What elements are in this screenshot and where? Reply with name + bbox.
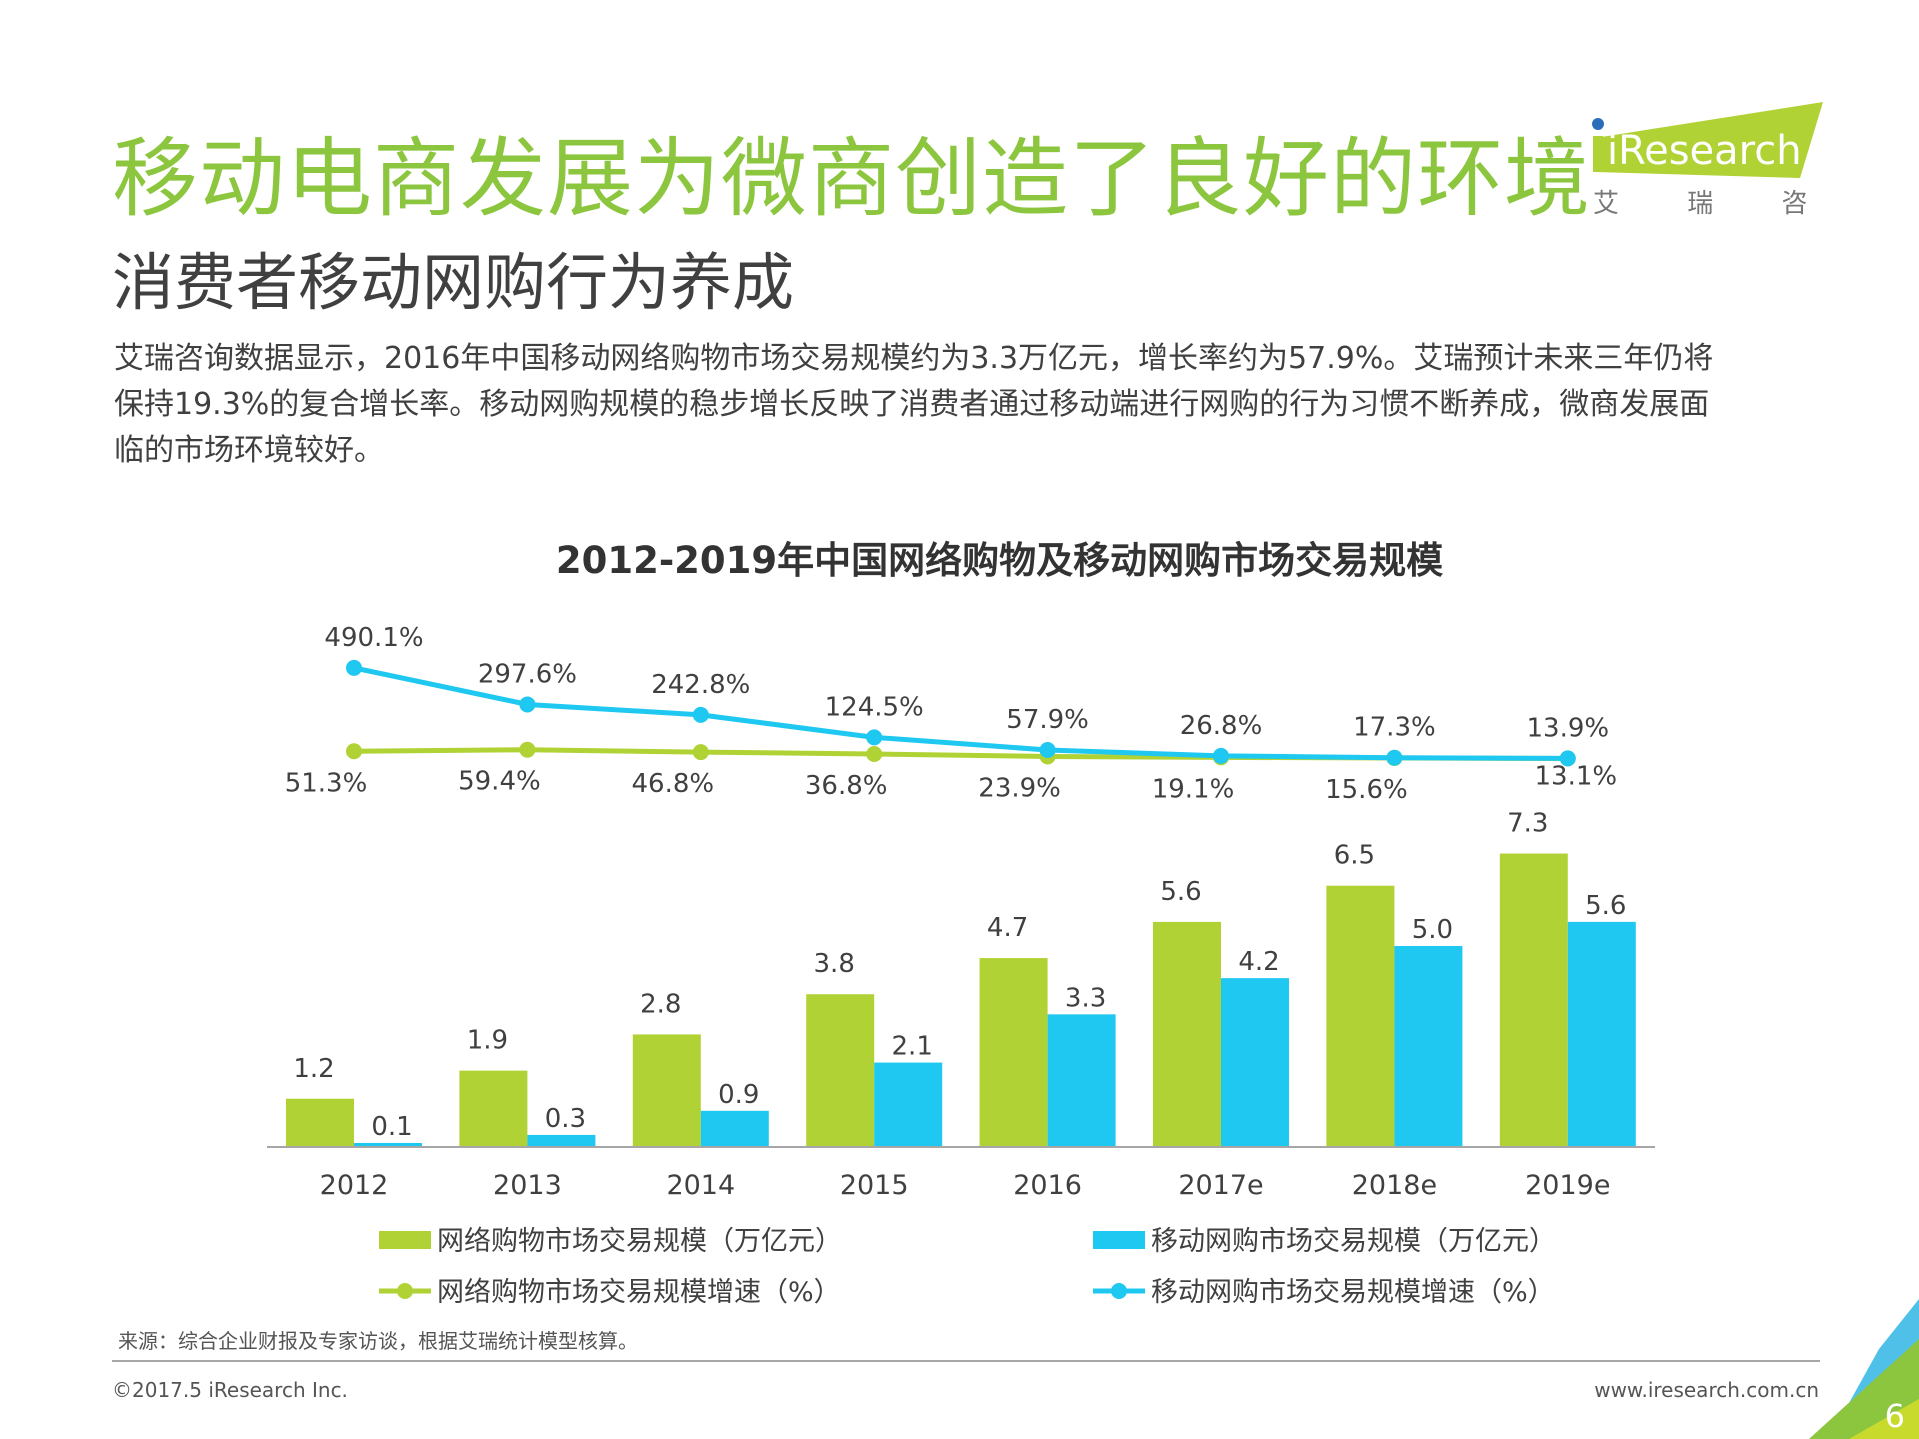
point-mobile-growth — [519, 696, 536, 713]
bar-label-online: 3.8 — [814, 949, 855, 979]
x-tick-label: 2015 — [840, 1170, 909, 1201]
point-online-growth — [692, 744, 709, 761]
bar-label-mobile: 5.6 — [1585, 891, 1626, 921]
summary-paragraph: 艾瑞咨询数据显示，2016年中国移动网络购物市场交易规模约为3.3万亿元，增长率… — [114, 336, 1814, 474]
copyright: ©2017.5 iResearch Inc. — [112, 1378, 348, 1402]
legend-label: 移动网购市场交易规模（万亿元） — [1151, 1226, 1556, 1257]
label-online-growth: 15.6% — [1325, 775, 1408, 805]
bar-label-online: 5.6 — [1160, 877, 1201, 907]
bar-mobile-shopping — [1221, 978, 1289, 1147]
bar-online-shopping — [459, 1070, 528, 1147]
chart-title: 2012-2019年中国网络购物及移动网购市场交易规模 — [555, 539, 1444, 582]
bar-online-shopping — [1499, 853, 1568, 1147]
point-mobile-growth — [1213, 747, 1229, 764]
point-mobile-growth — [1559, 750, 1576, 767]
label-online-growth: 13.1% — [1534, 762, 1617, 792]
bar-mobile-shopping — [1567, 921, 1636, 1147]
logo-brand-text: iResearch — [1607, 128, 1802, 174]
bar-label-online: 7.3 — [1507, 809, 1548, 839]
logo-chinese-text: 艾 瑞 咨 询 — [1593, 189, 1825, 219]
website-link[interactable]: www.iresearch.com.cn — [1594, 1378, 1819, 1402]
x-tick-label: 2013 — [493, 1170, 562, 1201]
bar-label-online: 2.8 — [640, 989, 681, 1019]
bar-label-mobile: 2.1 — [892, 1032, 933, 1062]
bar-label-mobile: 4.2 — [1238, 947, 1279, 977]
x-tick-label: 2019e — [1525, 1170, 1610, 1201]
point-mobile-growth — [866, 729, 883, 746]
label-online-growth: 23.9% — [978, 773, 1061, 803]
point-mobile-growth — [692, 706, 709, 723]
page-number: 6 — [1884, 1397, 1905, 1435]
bar-online-shopping — [286, 1098, 354, 1147]
point-mobile-growth — [1039, 741, 1056, 758]
bar-label-online: 6.5 — [1334, 841, 1375, 871]
point-online-growth — [866, 746, 883, 763]
page-title: 移动电商发展为微商创造了良好的环境 — [112, 129, 1591, 229]
label-mobile-growth: 297.6% — [478, 659, 577, 689]
bar-online-shopping — [1326, 885, 1395, 1147]
page-subtitle: 消费者移动网购行为养成 — [112, 246, 795, 319]
legend-label: 网络购物市场交易规模（万亿元） — [437, 1226, 842, 1257]
bar-label-mobile: 0.9 — [718, 1080, 759, 1110]
legend-marker — [397, 1283, 413, 1299]
bar-online-shopping — [632, 1034, 701, 1147]
corner-decoration — [1809, 1299, 1919, 1439]
label-online-growth: 36.8% — [805, 771, 888, 801]
x-tick-label: 2018e — [1352, 1170, 1437, 1201]
bar-mobile-shopping — [700, 1110, 769, 1147]
x-tick-label: 2012 — [320, 1170, 389, 1201]
label-mobile-growth: 26.8% — [1180, 711, 1263, 741]
bar-mobile-shopping — [527, 1134, 596, 1147]
legend-label: 网络购物市场交易规模增速（%） — [437, 1277, 841, 1308]
bar-mobile-shopping — [354, 1142, 422, 1147]
bar-label-mobile: 0.3 — [545, 1104, 586, 1134]
bar-mobile-shopping — [874, 1062, 943, 1147]
paragraph-line: 艾瑞咨询数据显示，2016年中国移动网络购物市场交易规模约为3.3万亿元，增长率… — [114, 341, 1714, 376]
label-mobile-growth: 124.5% — [825, 692, 924, 722]
label-mobile-growth: 13.9% — [1526, 713, 1609, 743]
paragraph-line: 临的市场环境较好。 — [114, 433, 384, 468]
bar-label-online: 1.9 — [467, 1026, 508, 1056]
label-mobile-growth: 490.1% — [324, 623, 423, 653]
legend-marker — [1111, 1283, 1127, 1299]
bar-mobile-shopping — [1047, 1014, 1116, 1147]
iresearch-logo: iResearch 艾 瑞 咨 询 — [1592, 102, 1825, 219]
label-online-growth: 46.8% — [631, 769, 714, 799]
legend-label: 移动网购市场交易规模增速（%） — [1151, 1277, 1555, 1308]
label-mobile-growth: 57.9% — [1006, 705, 1089, 735]
bar-label-mobile: 0.1 — [371, 1112, 412, 1142]
bar-online-shopping — [979, 958, 1048, 1147]
point-online-growth — [519, 741, 536, 758]
footer-divider — [112, 1360, 1820, 1362]
label-mobile-growth: 242.8% — [651, 670, 750, 700]
line-mobile-growth — [353, 665, 1568, 761]
label-online-growth: 51.3% — [285, 768, 368, 798]
legend-swatch — [379, 1231, 431, 1249]
point-mobile-growth — [346, 659, 362, 676]
bar-label-mobile: 3.3 — [1065, 983, 1106, 1013]
bar-label-mobile: 5.0 — [1412, 915, 1453, 945]
x-tick-label: 2017e — [1178, 1170, 1263, 1201]
x-tick-label: 2016 — [1013, 1170, 1082, 1201]
bar-online-shopping — [806, 994, 875, 1147]
label-mobile-growth: 17.3% — [1353, 713, 1436, 743]
legend-swatch — [1093, 1231, 1145, 1249]
bar-mobile-shopping — [1394, 946, 1463, 1147]
paragraph-line: 保持19.3%的复合增长率。移动网购规模的稳步增长反映了消费者通过移动端进行网购… — [114, 387, 1710, 422]
x-tick-label: 2014 — [666, 1170, 735, 1201]
label-online-growth: 19.1% — [1152, 774, 1235, 804]
point-online-growth — [346, 743, 362, 760]
point-mobile-growth — [1386, 749, 1403, 766]
bar-label-online: 4.7 — [987, 913, 1028, 943]
bar-online-shopping — [1153, 921, 1221, 1147]
bar-label-online: 1.2 — [293, 1054, 334, 1084]
source-note: 来源：综合企业财报及专家访谈，根据艾瑞统计模型核算。 — [118, 1329, 638, 1353]
label-online-growth: 59.4% — [458, 767, 541, 797]
